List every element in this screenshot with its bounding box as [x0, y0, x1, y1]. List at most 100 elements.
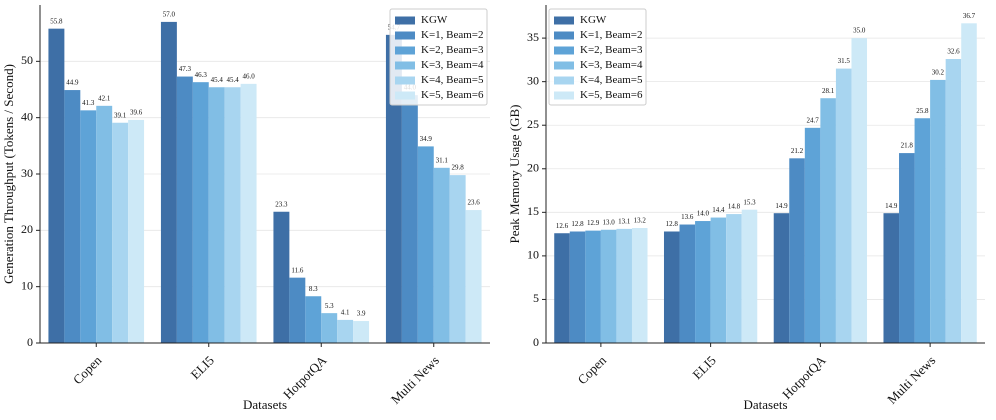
bar: [741, 209, 758, 343]
value-label: 23.3: [275, 200, 288, 208]
legend-label: KGW: [421, 14, 448, 26]
bar: [112, 122, 129, 343]
bar: [961, 23, 977, 343]
legend-swatch: [395, 76, 415, 85]
value-label: 31.5: [838, 57, 851, 65]
value-label: 28.1: [822, 87, 835, 95]
chart: 0 10 20 30 40 50 55.8 44.9 41.342.1 39.1 39.6 Copen…: [1, 5, 490, 412]
value-label: 34.9: [420, 135, 433, 143]
value-label: 15.3: [743, 198, 756, 206]
legend-swatch: [554, 31, 574, 40]
value-label: 46.3: [195, 71, 208, 79]
value-label: 14.0: [697, 210, 710, 218]
value-label: 12.8: [571, 220, 584, 228]
legend-swatch: [554, 16, 574, 25]
bar: [663, 231, 680, 343]
y-tick-label: 30: [21, 166, 33, 180]
value-label: 30.2: [932, 69, 945, 77]
y-tick-label: 35: [527, 30, 539, 44]
bar: [773, 213, 790, 343]
legend-label: KGW: [580, 14, 607, 26]
value-label: 4.1: [341, 309, 350, 317]
bar: [465, 210, 482, 343]
value-label: 8.3: [309, 285, 318, 293]
bar: [631, 228, 648, 343]
value-label: 13.6: [681, 213, 694, 221]
value-label: 39.1: [114, 111, 127, 119]
legend-label: K=2, Beam=3: [421, 44, 484, 56]
bar: [48, 28, 65, 343]
y-tick-label: 40: [21, 109, 33, 123]
bar: [789, 158, 805, 343]
value-label: 14.4: [712, 206, 725, 214]
y-tick-label: 50: [21, 53, 33, 67]
legend-swatch: [395, 91, 415, 100]
x-tick-label: Copen: [574, 352, 609, 387]
x-tick-label: ELI5: [187, 353, 216, 382]
value-label: 5.3: [325, 302, 334, 310]
bar: [208, 87, 225, 343]
value-label: 13.1: [618, 217, 631, 225]
bar: [945, 59, 962, 343]
legend-swatch: [554, 91, 574, 100]
value-label: 45.4: [227, 76, 240, 84]
bar: [192, 82, 209, 343]
bar: [305, 296, 322, 343]
x-tick-label: Copen: [70, 352, 105, 387]
legend-swatch: [395, 61, 415, 70]
bar: [353, 321, 370, 343]
value-label: 57.0: [163, 11, 176, 19]
bar: [433, 167, 450, 343]
value-label: 29.8: [452, 164, 465, 172]
bar: [851, 38, 868, 344]
value-label: 24.7: [806, 116, 819, 124]
value-label: 44.9: [66, 79, 79, 87]
x-tick-label: Multi News: [388, 353, 442, 407]
value-label: 31.1: [436, 156, 449, 164]
legend-label: K=1, Beam=2: [421, 29, 484, 41]
bar: [224, 87, 241, 343]
value-label: 13.2: [634, 217, 647, 225]
bar: [883, 213, 900, 343]
x-tick-label: ELI5: [689, 353, 718, 382]
y-tick-label: 10: [527, 248, 539, 262]
legend-label: K=4, Beam=5: [421, 74, 484, 86]
bar: [899, 153, 915, 343]
legend-label: K=4, Beam=5: [580, 74, 643, 86]
bar: [240, 83, 257, 343]
bar: [449, 175, 466, 343]
bar: [80, 110, 97, 344]
bar: [417, 146, 434, 343]
legend-swatch: [395, 31, 415, 40]
value-label: 32.6: [947, 48, 960, 56]
bar: [128, 119, 145, 343]
bar: [337, 319, 354, 343]
bar: [569, 231, 586, 343]
value-label: 35.0: [853, 27, 866, 35]
x-tick-label: Multi News: [884, 353, 938, 407]
value-label: 13.0: [603, 218, 616, 226]
value-label: 25.8: [916, 107, 929, 115]
legend-label: K=5, Beam=6: [421, 89, 484, 101]
bar: [726, 214, 742, 343]
value-label: 45.4: [211, 76, 224, 84]
x-axis-label: Datasets: [243, 397, 287, 412]
legend-swatch: [395, 16, 415, 25]
y-tick-label: 20: [21, 222, 33, 236]
bar: [401, 95, 418, 343]
y-tick-label: 20: [527, 161, 539, 175]
x-axis-label: Datasets: [743, 397, 787, 412]
value-label: 14.9: [885, 202, 898, 210]
legend-swatch: [554, 46, 574, 55]
bar: [804, 127, 821, 343]
bar: [616, 228, 632, 343]
bar: [385, 34, 402, 344]
legend-label: K=1, Beam=2: [580, 29, 643, 41]
bar: [914, 118, 931, 343]
bar: [600, 229, 617, 343]
bar: [176, 76, 193, 343]
x-tick-label: HotpotQA: [779, 352, 829, 402]
bar: [930, 79, 946, 343]
legend-label: K=3, Beam=4: [421, 59, 484, 71]
